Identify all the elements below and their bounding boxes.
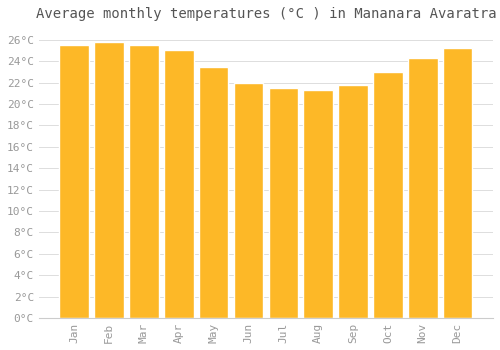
Bar xyxy=(94,42,124,318)
Bar xyxy=(408,58,438,318)
Bar xyxy=(129,45,159,318)
Bar xyxy=(373,72,402,318)
Bar xyxy=(443,48,472,318)
Bar xyxy=(304,90,333,318)
Bar xyxy=(234,83,264,318)
Bar xyxy=(164,50,194,318)
Bar xyxy=(268,88,298,318)
Bar xyxy=(338,85,368,318)
Title: Average monthly temperatures (°C ) in Mananara Avaratra: Average monthly temperatures (°C ) in Ma… xyxy=(36,7,496,21)
Bar xyxy=(199,66,228,318)
Bar xyxy=(60,45,89,318)
